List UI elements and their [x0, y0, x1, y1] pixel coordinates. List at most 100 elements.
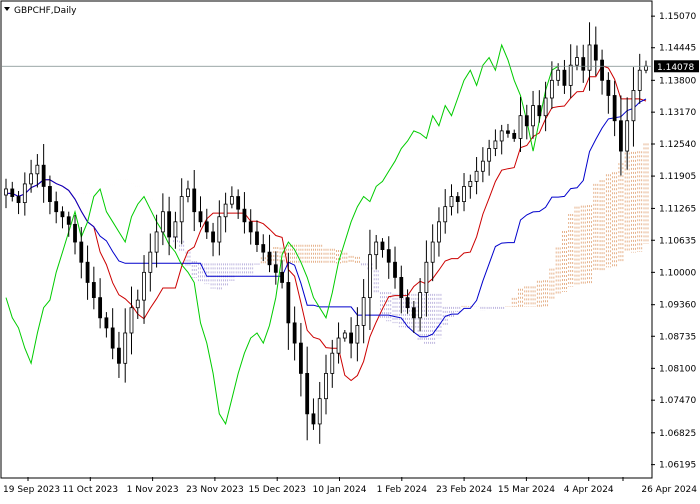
x-tick-label: 15 Mar 2024 [498, 485, 555, 495]
candle-body [273, 264, 278, 273]
candle-body [418, 292, 423, 319]
candle [336, 322, 341, 364]
candle-body [430, 241, 435, 263]
x-axis: 19 Sep 2023 11 Oct 2023 1 Nov 2023 23 Nov 2… [3, 477, 697, 495]
candle [380, 238, 385, 258]
candle-body [242, 208, 247, 223]
candle-body [437, 221, 441, 243]
candle-body [60, 211, 65, 218]
y-tick-label: 1.13170 [659, 108, 696, 118]
candle-body [637, 69, 642, 91]
candle [342, 329, 347, 342]
candle-body [493, 140, 498, 149]
ichimoku-cloud [173, 143, 649, 346]
candle-body [537, 105, 542, 117]
candle-body [167, 211, 172, 238]
candle [506, 123, 510, 138]
candle [167, 196, 172, 256]
candle [286, 252, 291, 350]
x-tick-label: 1 Nov 2023 [127, 485, 179, 495]
candle-body [280, 271, 284, 283]
candle [110, 308, 115, 360]
x-tick-label: 19 Sep 2023 [3, 485, 60, 495]
candle [135, 289, 140, 319]
x-tick-label: 1 Feb 2024 [377, 485, 428, 495]
candle [499, 124, 504, 155]
candle [305, 346, 310, 441]
y-tick-label: 1.15070 [659, 12, 696, 22]
candle-body [179, 196, 184, 223]
candle-body [148, 251, 153, 273]
candle [424, 240, 429, 317]
candle-body [349, 332, 353, 344]
candle [73, 215, 77, 255]
y-tick-label: 1.06825 [659, 429, 696, 439]
candle [211, 222, 215, 257]
candle [117, 331, 121, 378]
y-tick-label: 1.10635 [659, 236, 696, 246]
candle-body [142, 271, 146, 301]
candle [204, 208, 209, 239]
candle-body [192, 188, 197, 213]
candle [129, 286, 134, 355]
candle [361, 279, 366, 344]
candle-body [462, 186, 466, 203]
x-tick-label: 23 Nov 2023 [186, 485, 244, 495]
candle [142, 255, 146, 324]
candle [311, 398, 316, 430]
candle [625, 97, 630, 170]
candle [581, 44, 586, 83]
candle [16, 190, 21, 215]
candle [631, 67, 636, 147]
menu-triangle-icon[interactable] [4, 7, 10, 11]
candle [562, 59, 567, 94]
current-price-label: 1.14078 [657, 63, 694, 73]
y-tick-label: 1.12540 [659, 140, 696, 150]
candle-body [568, 64, 573, 86]
candle-body [160, 211, 165, 233]
candle [355, 307, 360, 362]
y-axis: 1.15070 1.14445 1.13800 1.13170 1.12540 1.119… [651, 12, 696, 471]
candle [430, 224, 435, 282]
candle [255, 220, 259, 252]
y-tick-label: 1.13800 [659, 76, 696, 86]
current-price-badge [654, 60, 699, 73]
candle-body [10, 188, 15, 197]
candle-body [549, 79, 554, 99]
candle [386, 236, 391, 279]
candle [186, 180, 190, 203]
candle-body [117, 347, 121, 364]
candle [556, 63, 561, 86]
candle-body [123, 332, 128, 364]
candle-body [600, 59, 604, 81]
candle-body [393, 261, 397, 278]
candle-body [625, 120, 630, 152]
candle-body [518, 115, 523, 139]
x-tick-label: 11 Oct 2023 [62, 485, 118, 495]
candle [399, 265, 404, 314]
candle [154, 214, 159, 268]
candle [468, 174, 473, 199]
candle-body [217, 216, 222, 243]
candle [29, 159, 33, 193]
candle-body [499, 130, 504, 142]
candle [98, 278, 103, 329]
x-tick-label: 10 Jan 2024 [313, 485, 367, 495]
y-tick-label: 1.14445 [659, 44, 696, 54]
tenkan-sen-line [6, 64, 647, 382]
candle-body [311, 413, 316, 425]
candle [480, 147, 485, 183]
candle-body [524, 115, 529, 127]
candle-body [98, 297, 103, 319]
candle [405, 289, 410, 314]
candle [104, 312, 109, 338]
candle [600, 49, 604, 95]
candle-body [292, 322, 297, 344]
plot-frame [0, 0, 653, 479]
candle-body [581, 57, 586, 71]
candle-body [73, 223, 77, 243]
candle-body [22, 183, 27, 204]
candle-body [305, 373, 310, 415]
